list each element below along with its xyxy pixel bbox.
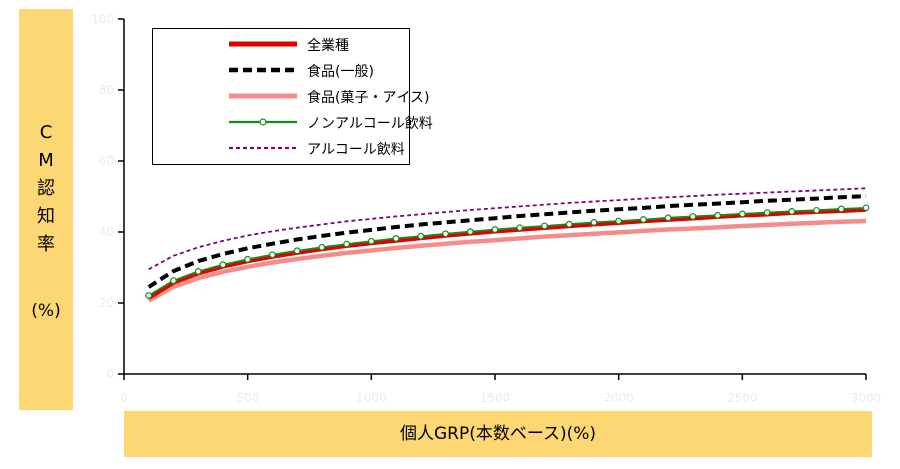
- legend-item: アルコール飲料: [153, 135, 409, 161]
- series-point: [442, 230, 449, 238]
- x-tick-label: 500: [236, 391, 259, 405]
- y-tick-label: 100: [91, 12, 114, 26]
- x-tick-label: 1000: [356, 391, 387, 405]
- series-point: [343, 240, 351, 248]
- legend: 全業種食品(一般) 食品(菓子・アイス) ノンアルコール飲料 アルコール飲料: [152, 28, 433, 165]
- series-point: [293, 247, 301, 255]
- series-point: [269, 251, 276, 259]
- series-point: [862, 204, 870, 212]
- y-axis-unit: (%): [31, 301, 61, 321]
- x-tick-label: 0: [120, 391, 128, 405]
- series-point: [640, 216, 647, 223]
- x-axis-label-box: 個人GRP(本数ベース)(%): [124, 411, 872, 457]
- series-point: [788, 208, 796, 215]
- series-line-2: [147, 218, 867, 303]
- series-point: [417, 232, 425, 240]
- series-point: [219, 261, 227, 269]
- series-point: [763, 209, 771, 216]
- y-tick-label: 20: [99, 296, 114, 310]
- legend-swatch: [229, 118, 297, 126]
- x-tick-label: 2500: [727, 391, 758, 405]
- series-point: [170, 277, 177, 285]
- legend-label: 食品(菓子・アイス): [307, 90, 430, 106]
- series-point: [738, 210, 746, 218]
- series-point: [813, 206, 820, 214]
- legend-label: ノンアルコール飲料: [307, 116, 433, 132]
- legend-swatch: [229, 41, 297, 47]
- series-line-4: [148, 187, 867, 271]
- series-point: [590, 219, 598, 226]
- series-point: [194, 268, 202, 275]
- series-point: [541, 222, 548, 230]
- legend-label: 全業種: [307, 38, 349, 54]
- series-line-0: [147, 207, 867, 300]
- series-point: [689, 212, 697, 220]
- series-point: [491, 226, 499, 233]
- x-tick-label: 3000: [851, 391, 882, 405]
- y-tick-label: 60: [99, 154, 114, 168]
- series-point: [392, 234, 400, 242]
- y-tick-label: 0: [106, 367, 114, 381]
- series-point: [714, 211, 721, 219]
- legend-item: 全業種: [153, 31, 409, 57]
- x-axis-label: 個人GRP(本数ベース)(%): [399, 424, 597, 444]
- y-tick-label: 80: [99, 83, 114, 97]
- legend-swatch: [229, 93, 297, 99]
- series-point: [837, 205, 845, 213]
- series-point: [615, 217, 623, 225]
- series-point: [318, 243, 326, 251]
- series-point: [367, 237, 375, 245]
- x-tick-label: 2000: [603, 391, 634, 405]
- legend-swatch: [229, 146, 297, 150]
- legend-item: ノンアルコール飲料: [153, 109, 433, 135]
- y-tick-label: 40: [99, 225, 114, 239]
- series-point: [244, 255, 252, 263]
- legend-item: 食品(一般): [153, 57, 409, 83]
- legend-swatch: [229, 67, 297, 73]
- series-point: [516, 224, 524, 232]
- x-tick-label: 1500: [480, 391, 511, 405]
- series-point: [664, 214, 672, 222]
- series-point: [565, 220, 573, 228]
- legend-label: アルコール飲料: [307, 142, 405, 158]
- series-layer: [145, 187, 870, 303]
- series-line-1: [147, 194, 867, 289]
- series-point: [466, 228, 474, 236]
- series-point: [145, 292, 153, 299]
- series-line-3: [148, 207, 867, 297]
- legend-item: 食品(菓子・アイス): [153, 83, 430, 109]
- legend-label: 食品(一般): [307, 64, 374, 80]
